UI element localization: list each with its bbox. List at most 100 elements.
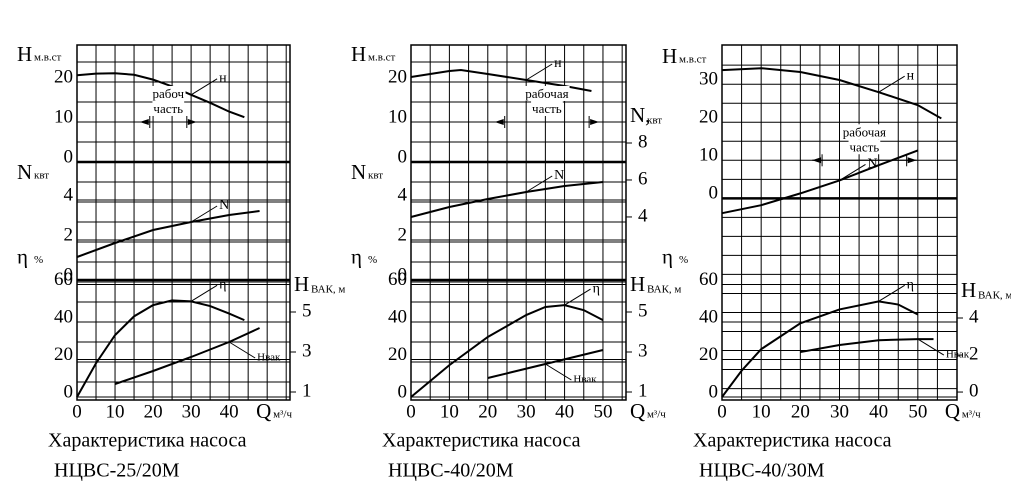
y-tick-label: 20: [388, 66, 407, 87]
chart-title: Характеристика насоса: [48, 430, 247, 452]
leader-line: [190, 284, 218, 302]
curve-label: N: [554, 168, 564, 183]
y-axis-label: η: [17, 244, 28, 268]
label-bg: [524, 85, 570, 101]
y-tick-label: 20: [699, 107, 718, 128]
y-tick-label: 20: [54, 66, 73, 87]
y-tick-label: 40: [388, 306, 407, 327]
label-bg: [152, 100, 185, 116]
curve: [800, 338, 934, 354]
curve-label: Нвак: [257, 352, 281, 364]
y-tick-label: 20: [388, 344, 407, 365]
x-tick-label: 50: [908, 401, 927, 422]
y-tick-label: 40: [54, 306, 73, 327]
y-axis-label: Н: [351, 42, 366, 66]
y-axis-label: N: [351, 160, 366, 184]
y2-axis-unit: ВАК, м: [647, 284, 681, 296]
y2-axis-label: Н: [294, 272, 309, 296]
y2-tick-label: 1: [302, 380, 312, 401]
work-range-label: часть: [532, 101, 562, 116]
label-bg: [848, 139, 881, 155]
x-axis-label: Q: [945, 399, 960, 423]
y2-tick-label: 4: [969, 306, 979, 327]
y-axis-unit: %: [34, 254, 43, 266]
y-tick-label: 40: [699, 306, 718, 327]
curve-label: Нвак: [573, 374, 597, 386]
leader-line: [525, 175, 553, 193]
x-axis-label: Q: [630, 399, 645, 423]
curve-label: η: [907, 278, 914, 293]
curve-label: η: [219, 278, 226, 293]
y2-axis-label: Н: [630, 272, 645, 296]
curve: [76, 210, 260, 258]
y-tick-label: 0: [64, 381, 74, 402]
x-tick-label: 40: [869, 401, 888, 422]
curve: [76, 72, 245, 119]
curve-label: N: [219, 198, 229, 213]
y-tick-label: 10: [54, 106, 73, 127]
work-range-label: рабоч: [152, 86, 184, 101]
y2-tick-label: 5: [302, 300, 312, 321]
y2-tick-label: 6: [638, 168, 648, 189]
curve: [721, 67, 942, 120]
x-tick-label: 10: [106, 401, 125, 422]
chart-title: Характеристика насоса: [382, 430, 581, 452]
y2-tick-label: 3: [638, 340, 648, 361]
y2-tick-label: 2: [969, 343, 979, 364]
curve: [721, 300, 919, 398]
x-tick-label: 20: [791, 401, 810, 422]
y-tick-label: 30: [699, 69, 718, 90]
y2-axis-label: N,: [630, 103, 650, 127]
chart-title: Характеристика насоса: [693, 430, 892, 452]
y-axis-unit: квт: [368, 170, 383, 182]
y-tick-label: 0: [64, 146, 74, 167]
curve-label: н: [219, 71, 227, 86]
y2-tick-label: 3: [302, 340, 312, 361]
work-range-label: часть: [850, 139, 880, 154]
label-bg: [531, 100, 563, 116]
label-bg: [841, 124, 888, 140]
y-tick-label: 60: [54, 269, 73, 290]
y-tick-label: 20: [54, 344, 73, 365]
x-tick-label: 0: [406, 401, 416, 422]
x-tick-label: 20: [144, 401, 163, 422]
leader-line: [839, 164, 866, 181]
leader-line: [564, 288, 591, 306]
x-tick-label: 40: [555, 401, 574, 422]
y-tick-label: 4: [398, 184, 408, 205]
y2-axis-unit: ВАК, м: [311, 284, 345, 296]
x-tick-label: 0: [717, 401, 727, 422]
y-axis-label: Н: [662, 44, 677, 68]
y-axis-label: N: [17, 160, 32, 184]
x-tick-label: 20: [478, 401, 497, 422]
leader-line: [525, 63, 553, 81]
work-range-label: рабочая: [843, 124, 886, 139]
leader-line: [917, 338, 945, 356]
y2-tick-label: 4: [638, 205, 648, 226]
y2-axis-label: Н: [961, 278, 976, 302]
curve-label: н: [907, 68, 915, 83]
y-tick-label: 10: [699, 145, 718, 166]
y-axis-unit: м.в.ст: [34, 52, 62, 64]
y-tick-label: 60: [699, 269, 718, 290]
leader-line: [878, 75, 905, 93]
y-axis-unit: м.в.ст: [679, 54, 707, 66]
y2-tick-label: 0: [969, 380, 979, 401]
y-tick-label: 0: [398, 146, 408, 167]
y-tick-label: 0: [398, 381, 408, 402]
leader-line: [190, 78, 218, 96]
leader-line: [190, 205, 218, 223]
y-axis-label: η: [351, 244, 362, 268]
y-tick-label: 2: [398, 224, 408, 245]
x-tick-label: 50: [593, 401, 612, 422]
x-tick-label: 0: [72, 401, 82, 422]
y-axis-unit: м.в.ст: [368, 52, 396, 64]
y-tick-label: 0: [64, 264, 74, 285]
y2-axis-unit: квт: [647, 115, 662, 127]
chart-subtitle: НЦВС-25/20М: [54, 460, 180, 482]
y-tick-label: 2: [64, 224, 74, 245]
x-axis-unit: м³/ч: [273, 409, 292, 421]
x-tick-label: 40: [220, 401, 239, 422]
